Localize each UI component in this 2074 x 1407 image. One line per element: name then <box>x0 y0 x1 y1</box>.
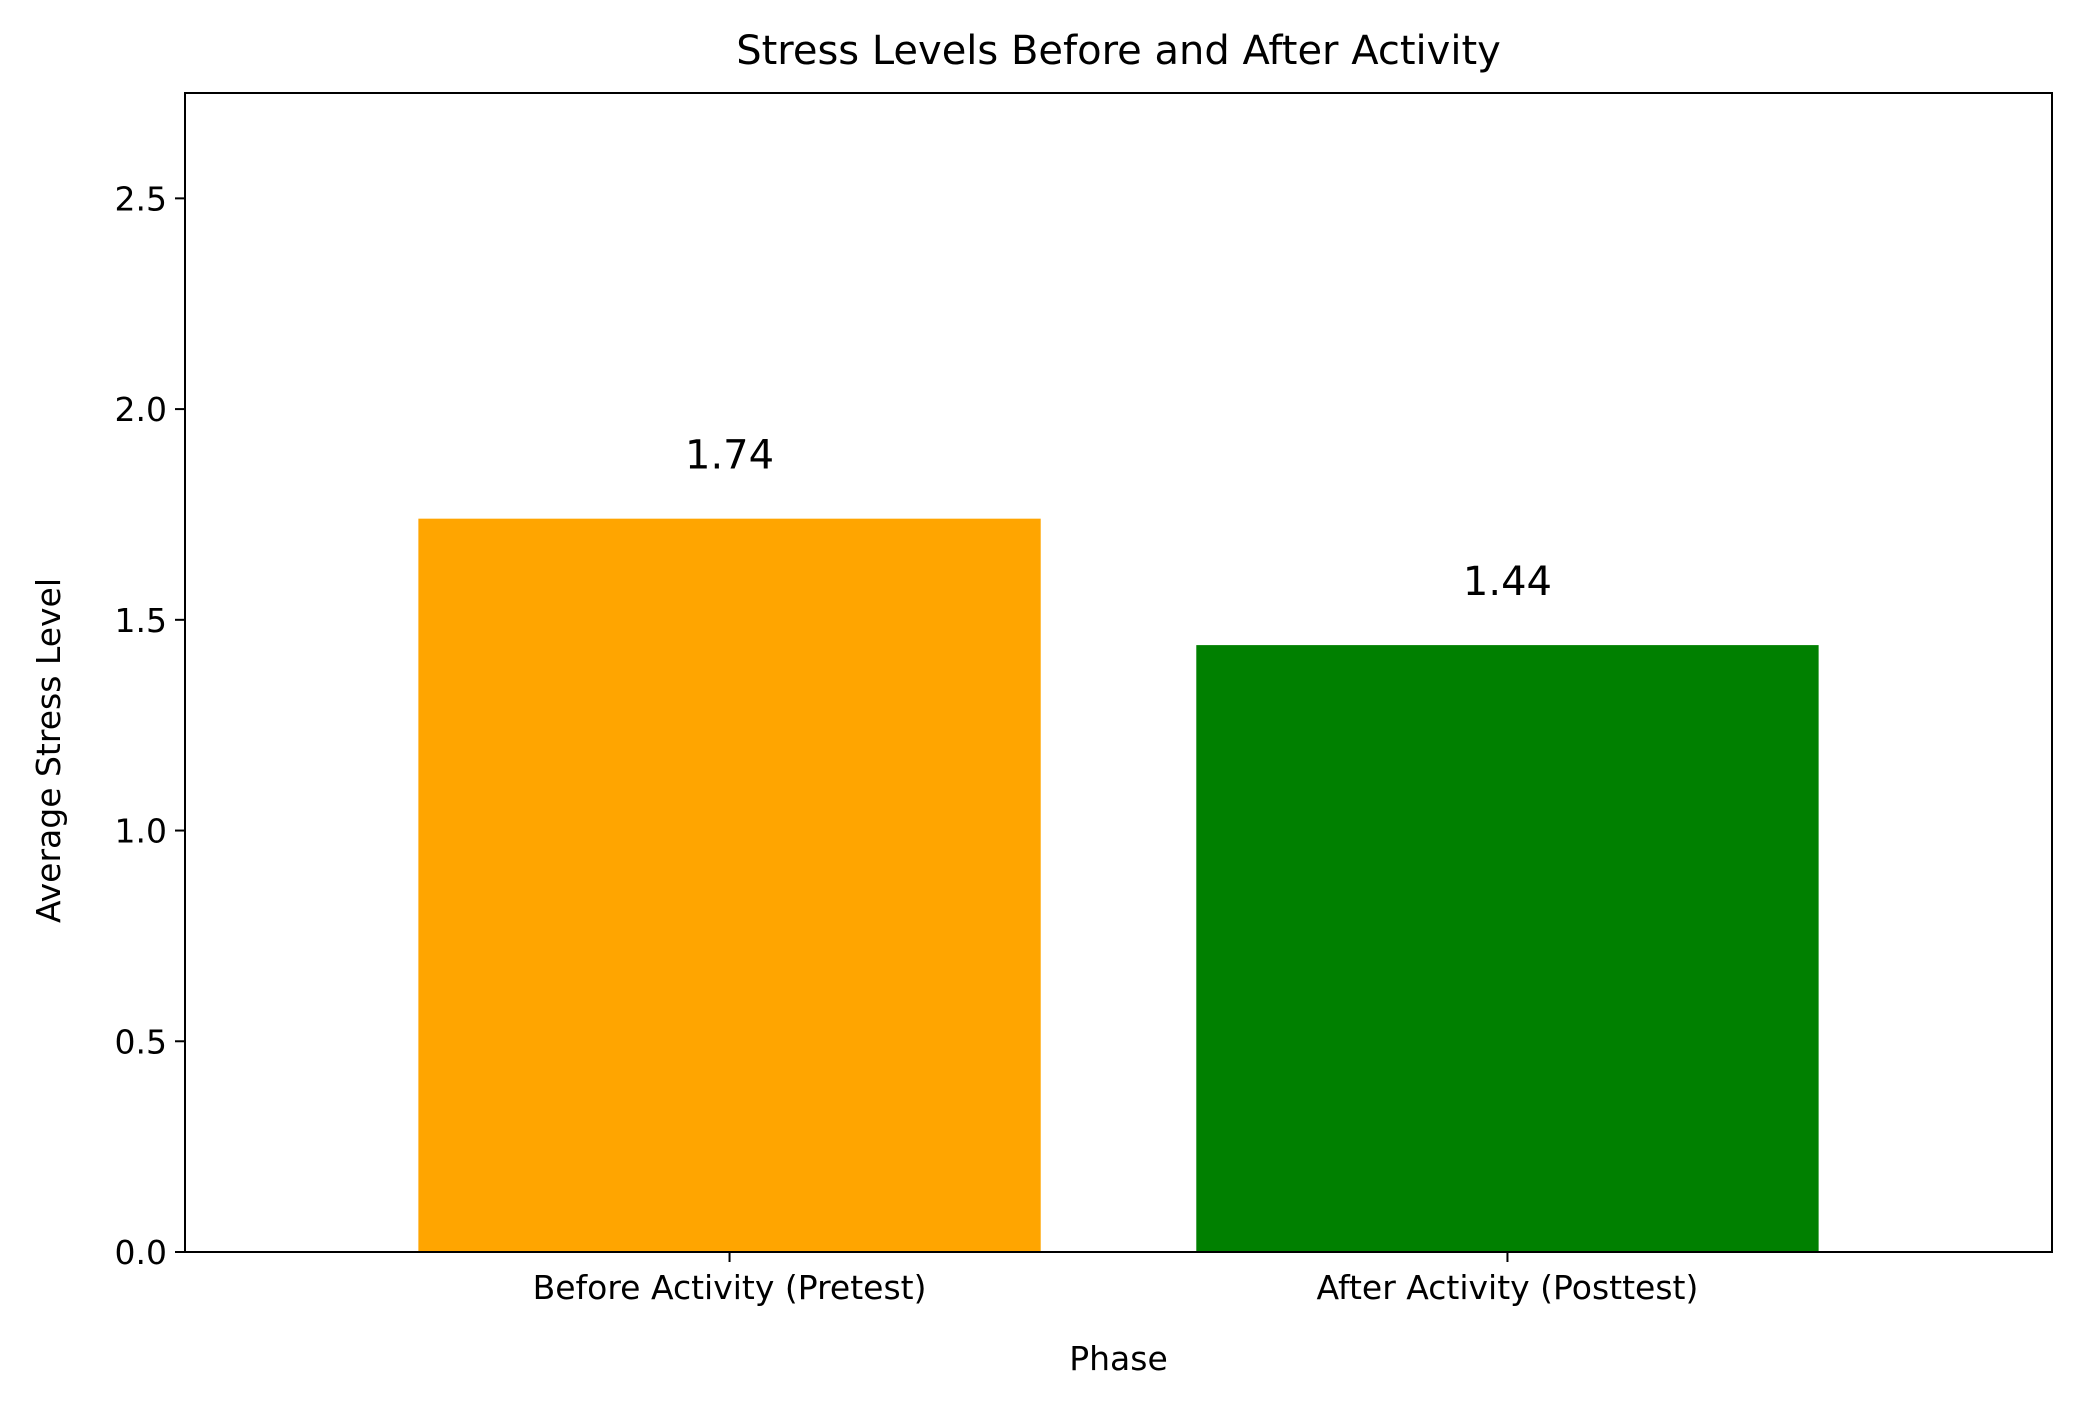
y-axis-label: Average Stress Level <box>29 578 68 923</box>
bars-group <box>418 518 1819 1252</box>
chart-title: Stress Levels Before and After Activity <box>736 28 1501 74</box>
y-tick-label-6: 2.5 <box>115 179 167 218</box>
y-tick-label-2: 0.5 <box>115 1022 167 1061</box>
bar-1 <box>418 518 1041 1252</box>
x-axis: Before Activity (Pretest) After Activity … <box>533 1252 1699 1307</box>
y-tick-label-3: 1.0 <box>115 812 167 851</box>
bar-value-label-1: 1.74 <box>685 433 774 479</box>
bar-value-labels: 1.74 1.44 <box>685 433 1552 605</box>
y-tick-label-1: 0.0 <box>115 1233 167 1272</box>
bar-2 <box>1196 645 1819 1252</box>
y-tick-label-4: 1.5 <box>115 601 167 640</box>
y-tick-label-5: 2.0 <box>115 390 167 429</box>
plot-frame <box>184 92 2053 1253</box>
bar-value-label-2: 1.44 <box>1463 559 1552 605</box>
x-tick-label-2: After Activity (Posttest) <box>1317 1268 1699 1307</box>
x-axis-label: Phase <box>1069 1339 1168 1378</box>
x-tick-label-1: Before Activity (Pretest) <box>533 1268 927 1307</box>
y-axis: 0.0 0.5 1.0 1.5 2.0 2.5 <box>115 179 185 1272</box>
